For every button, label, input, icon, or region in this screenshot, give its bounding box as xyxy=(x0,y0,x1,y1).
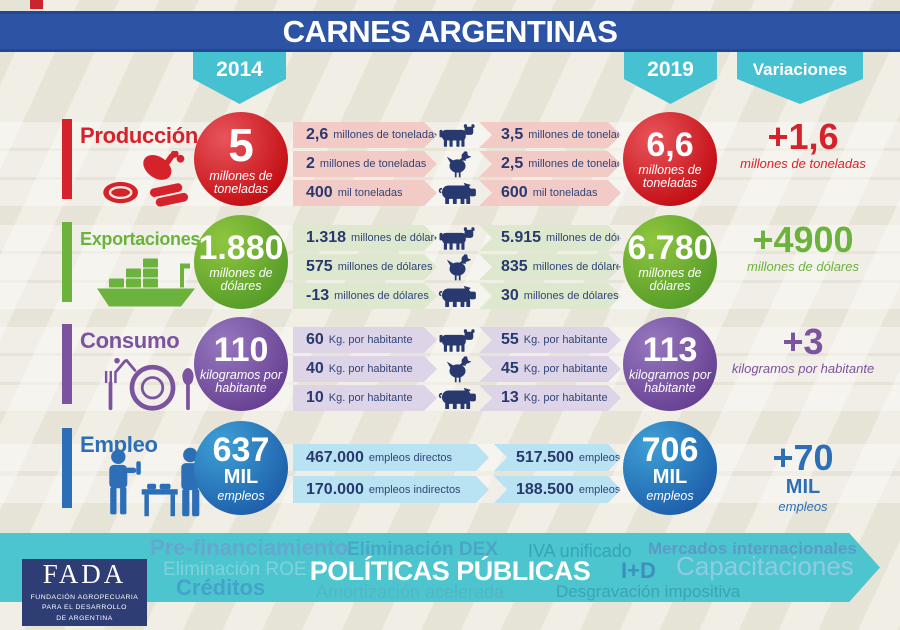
value-2019: 6,6 xyxy=(646,125,694,164)
circle-exportaciones-2019: 6.780 millones de dólares xyxy=(623,215,717,309)
circle-produccion-2014: 5 millones de toneladas xyxy=(194,112,288,206)
circle-empleo-2014: 637 MIL empleos xyxy=(194,421,288,515)
arrow-poultry-2019: 835 millones de dólares xyxy=(479,254,621,280)
arrow-pork-2019: 600 mil toneladas xyxy=(479,180,621,206)
arrow-pork-2019: 13 Kg. por habitante xyxy=(479,385,621,411)
arrow-indirect-jobs-2014: 170.000 empleos indirectos xyxy=(293,476,489,503)
policy-word: I+D xyxy=(621,558,656,583)
arrow-direct-jobs-2019: 517.500 empleos directos xyxy=(494,444,621,471)
arrow-beef-2019: 3,5 millones de toneladas xyxy=(479,122,621,148)
unit-2019: empleos xyxy=(646,488,694,503)
workers-icon xyxy=(95,446,210,518)
policy-word: Desgravación impositiva xyxy=(556,582,741,601)
policy-word: Eliminación ROE xyxy=(163,559,307,580)
policy-word: Mercados internacionales xyxy=(648,539,857,558)
row-exportaciones: Exportaciones 1.880 millones de dólares … xyxy=(0,210,900,314)
cargo-ship-icon xyxy=(95,254,210,310)
arrow-pork-2014: -13 millones de dólares xyxy=(293,283,437,309)
value-2014: 1.880 xyxy=(198,228,284,267)
category-bar xyxy=(62,119,72,199)
badge-year-2014: 2014 xyxy=(193,52,286,104)
category-label-consumo: Consumo xyxy=(80,328,180,353)
variation-exportaciones: +4900 millones de dólares xyxy=(746,219,859,274)
plate-cutlery-icon xyxy=(95,356,210,412)
unit-2019: millones de toneladas xyxy=(638,162,702,190)
banner-title: POLÍTICAS PÚBLICAS xyxy=(309,556,591,586)
circle-produccion-2019: 6,6 millones de toneladas xyxy=(623,112,717,206)
arrow-direct-jobs-2014: 467.000 empleos directos xyxy=(293,444,489,471)
corner-ribbon-mark xyxy=(30,0,43,9)
value-2019: 113 xyxy=(642,330,698,369)
circle-exportaciones-2014: 1.880 millones de dólares xyxy=(194,215,288,309)
row-produccion: Producción 5 millones de toneladas 2,6 mi… xyxy=(0,107,900,211)
unit-2019: millones de dólares xyxy=(638,265,702,293)
circle-consumo-2014: 110 kilogramos por habitante xyxy=(194,317,288,411)
circle-consumo-2019: 113 kilogramos por habitante xyxy=(623,317,717,411)
arrow-poultry-2014: 40 Kg. por habitante xyxy=(293,356,437,382)
arrow-pork-2019: 30 millones de dólares xyxy=(479,283,621,309)
circle-empleo-2019: 706 MIL empleos xyxy=(623,421,717,515)
arrow-beef-2014: 2,6 millones de toneladas xyxy=(293,122,437,148)
row-empleo: Empleo 637 MIL empleos 467.000 empleos di… xyxy=(0,416,900,520)
unit-2014: millones de dólares xyxy=(209,265,273,293)
value-2014: 637 xyxy=(212,430,270,469)
pig-icon xyxy=(436,181,480,204)
badge-variations: Variaciones xyxy=(737,52,863,104)
pig-icon xyxy=(436,284,480,307)
fada-logo: FADA FUNDACIÓN AGROPECUARIA PARA EL DESA… xyxy=(22,559,147,626)
cow-icon xyxy=(434,226,480,251)
policy-word: Amortización acelerada xyxy=(316,582,505,602)
category-bar xyxy=(62,428,72,508)
unit-2014: kilogramos por habitante xyxy=(200,367,282,395)
badge-year-2019: 2019 xyxy=(624,52,717,104)
meat-icon xyxy=(95,151,210,207)
title-bar: CARNES ARGENTINAS xyxy=(0,11,900,52)
arrow-beef-2014: 1.318 millones de dólares xyxy=(293,225,437,251)
unit-bold-2014: MIL xyxy=(223,465,259,488)
unit-2019: kilogramos por habitante xyxy=(629,367,711,395)
variation-empleo: +70 MIL empleos xyxy=(772,437,834,514)
value-2019: 6.780 xyxy=(627,228,713,267)
arrow-poultry-2019: 45 Kg. por habitante xyxy=(479,356,621,382)
unit-2014: empleos xyxy=(217,488,265,503)
hen-icon xyxy=(444,355,471,383)
policy-word: IVA unificado xyxy=(528,541,632,561)
category-bar xyxy=(62,222,72,302)
arrow-pork-2014: 10 Kg. por habitante xyxy=(293,385,437,411)
arrow-indirect-jobs-2019: 188.500 empleos indirectos xyxy=(494,476,621,503)
fada-subtitle-line: DE ARGENTINA xyxy=(56,614,113,622)
variation-consumo: +3 kilogramos por habitante xyxy=(731,321,875,376)
category-label-exportaciones: Exportaciones xyxy=(80,229,201,249)
unit-bold-2019: MIL xyxy=(652,465,688,488)
value-2014: 110 xyxy=(213,330,269,369)
unit-2014: millones de toneladas xyxy=(209,168,273,196)
arrow-beef-2014: 60 Kg. por habitante xyxy=(293,327,437,353)
arrow-beef-2019: 55 Kg. por habitante xyxy=(479,327,621,353)
variation-produccion: +1,6 millones de toneladas xyxy=(740,116,866,171)
arrow-pork-2014: 400 mil toneladas xyxy=(293,180,437,206)
arrow-poultry-2019: 2,5 millones de toneladas xyxy=(479,151,621,177)
policy-word: Capacitaciones xyxy=(676,551,854,581)
arrow-poultry-2014: 575 millones de dólares xyxy=(293,254,437,280)
policy-word: Pre-financiamiento xyxy=(150,535,349,560)
arrow-poultry-2014: 2 millones de toneladas xyxy=(293,151,437,177)
cow-icon xyxy=(434,328,480,353)
page-title: CARNES ARGENTINAS xyxy=(282,13,618,49)
fada-subtitle-line: FUNDACIÓN AGROPECUARIA xyxy=(30,594,139,602)
policy-word: Créditos xyxy=(176,575,266,600)
hen-icon xyxy=(444,253,471,281)
cow-icon xyxy=(434,123,480,148)
pig-icon xyxy=(436,386,480,409)
category-label-produccion: Producción xyxy=(80,123,199,148)
fada-wordmark: FADA xyxy=(42,559,127,590)
arrow-beef-2019: 5.915 millones de dólares xyxy=(479,225,621,251)
hen-icon xyxy=(444,150,471,178)
value-2014: 5 xyxy=(228,118,254,171)
value-2019: 706 xyxy=(641,430,699,469)
row-consumo: Consumo 110 kilogramos por habitante 60 K… xyxy=(0,312,900,416)
fada-subtitle-line: PARA EL DESARROLLO xyxy=(42,604,127,612)
category-bar xyxy=(62,324,72,404)
policy-word: Eliminación DEX xyxy=(347,539,498,560)
